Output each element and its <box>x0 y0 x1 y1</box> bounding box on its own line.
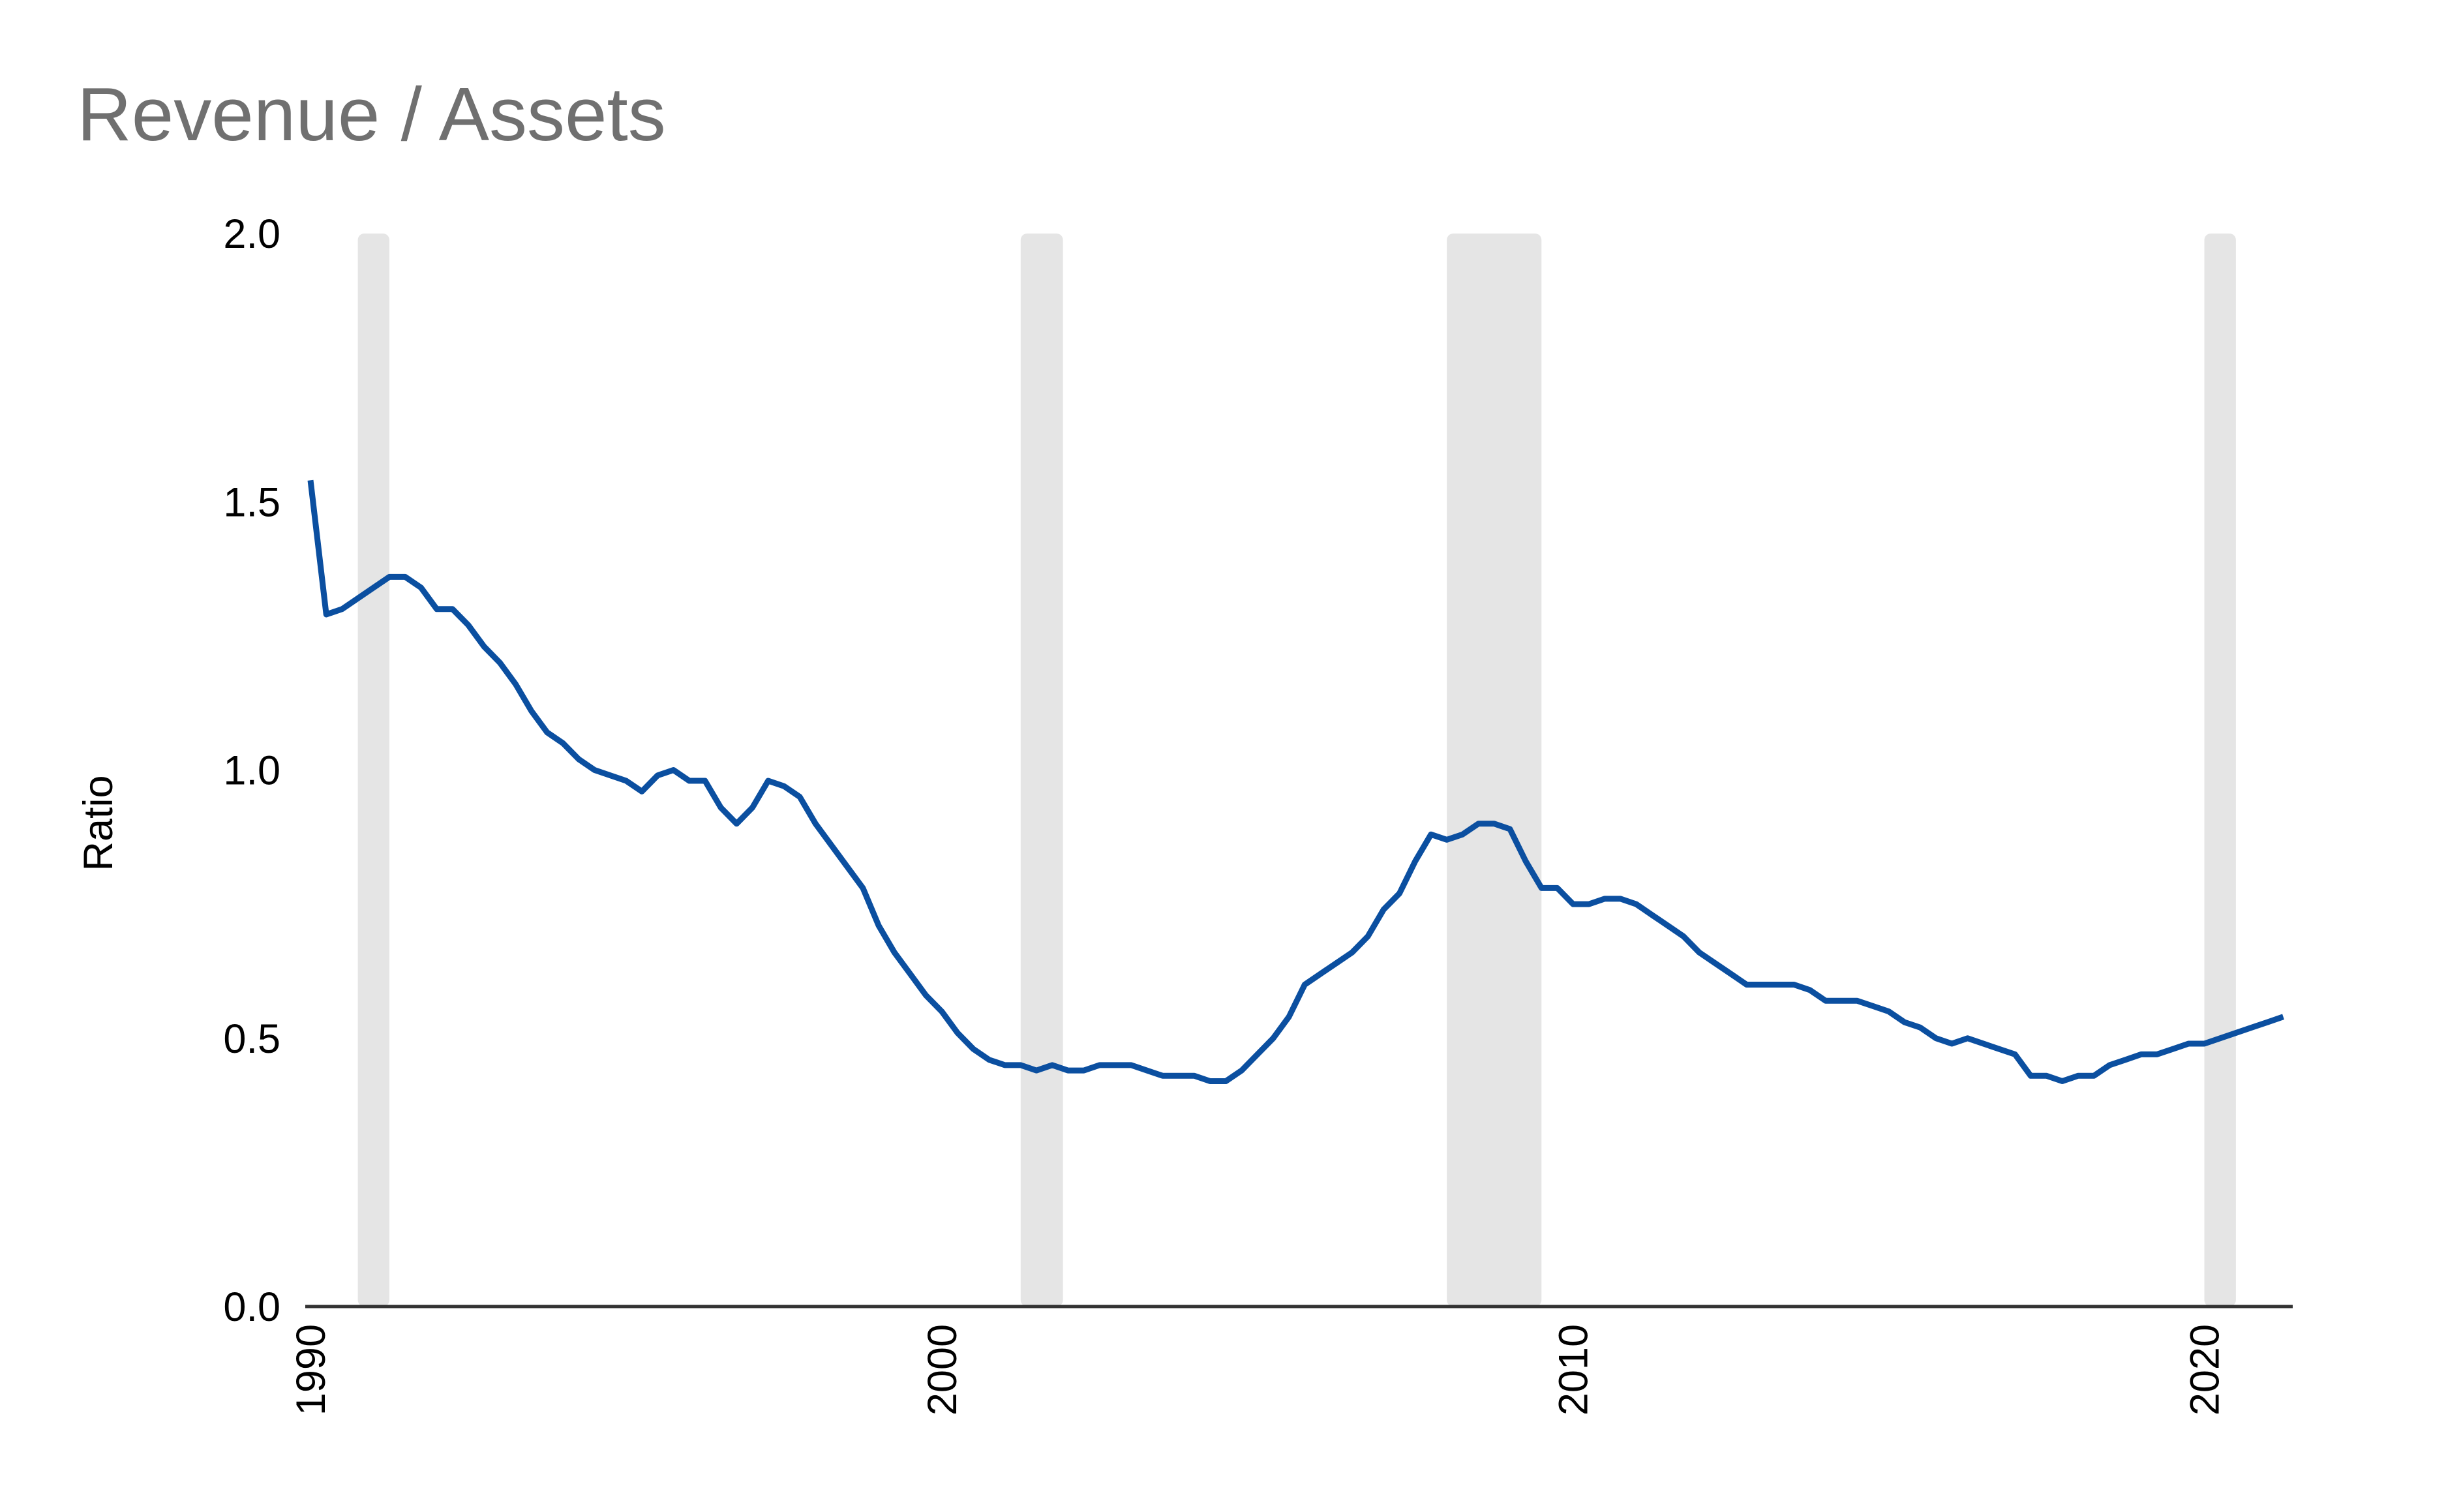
chart-title: Revenue / Assets <box>77 72 666 157</box>
recession-band-2 <box>1447 234 1542 1307</box>
series-layer <box>307 479 2284 1084</box>
y-axis-ticks: 0.0 0.5 1.0 1.5 2.0 <box>223 211 280 1330</box>
y-tick-label: 0.5 <box>223 1016 280 1062</box>
x-tick-label: 1990 <box>288 1324 334 1415</box>
recession-band-1 <box>1020 234 1063 1307</box>
y-tick-label: 1.5 <box>223 479 280 525</box>
y-axis-label: Ratio <box>76 775 121 871</box>
y-tick-label: 0.0 <box>223 1284 280 1330</box>
series-line-0 <box>307 479 2284 1084</box>
x-axis-ticks: 1990 2000 2010 2020 <box>288 1324 2228 1415</box>
x-tick-label: 2010 <box>1551 1324 1597 1415</box>
y-tick-label: 2.0 <box>223 211 280 257</box>
recession-bands <box>357 234 2236 1307</box>
x-tick-label: 2000 <box>920 1324 965 1415</box>
y-tick-label: 1.0 <box>223 748 280 794</box>
recession-band-0 <box>357 234 389 1307</box>
recession-band-3 <box>2204 234 2236 1307</box>
x-tick-label: 2020 <box>2182 1324 2228 1415</box>
